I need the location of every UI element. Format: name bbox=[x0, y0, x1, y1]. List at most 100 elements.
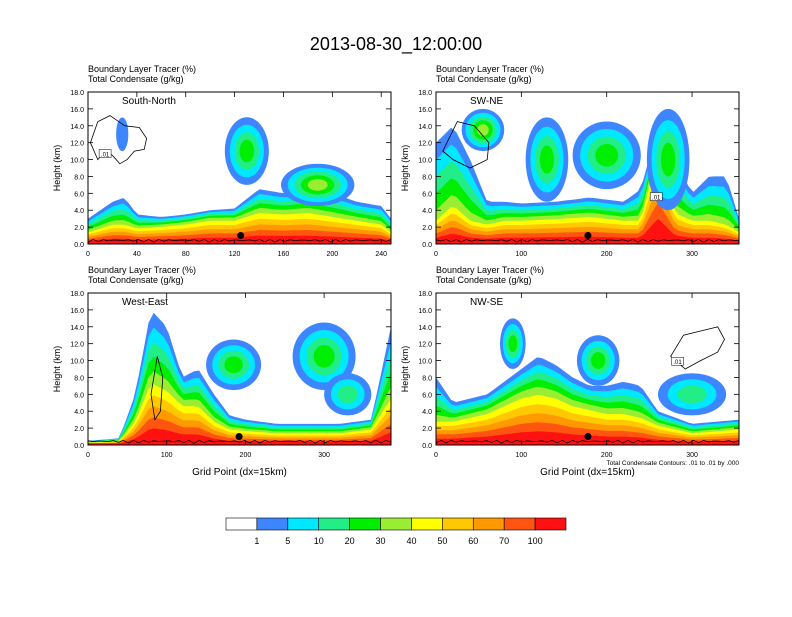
y-tick-label: 8.0 bbox=[422, 375, 432, 382]
panel-west-east: Boundary Layer Tracer (%)Total Condensat… bbox=[52, 265, 392, 478]
colorbar-label: 10 bbox=[314, 536, 324, 546]
y-tick-label: 2.0 bbox=[422, 225, 432, 232]
colorbar-swatch bbox=[225, 517, 258, 531]
y-tick-label: 18.0 bbox=[70, 90, 84, 97]
colorbar: 1 5 10 20 30 40 50 60 70 100 bbox=[225, 517, 567, 546]
field-label-condensate: Total Condensate (g/kg) bbox=[436, 275, 532, 285]
colorbar-swatch bbox=[256, 517, 289, 531]
x-axis-label: Grid Point (dx=15km) bbox=[540, 467, 635, 478]
location-marker bbox=[584, 433, 592, 441]
x-tick-label: 160 bbox=[278, 251, 290, 258]
x-tick-label: 200 bbox=[327, 251, 339, 258]
plot-area: .01 bbox=[436, 293, 739, 445]
x-tick-label: 0 bbox=[86, 452, 90, 459]
condensate-contour bbox=[150, 356, 164, 421]
colorbar-label: 60 bbox=[468, 536, 478, 546]
plume-level-10 bbox=[436, 218, 739, 244]
y-axis-label: Height (km) bbox=[400, 145, 410, 192]
y-tick-label: 18.0 bbox=[418, 291, 432, 298]
contour-label-box bbox=[98, 149, 112, 158]
x-tick-label: 300 bbox=[686, 251, 698, 258]
y-tick-label: 0.0 bbox=[422, 443, 432, 450]
plot-frame bbox=[435, 292, 740, 446]
colorbar-label: 1 bbox=[254, 536, 259, 546]
x-tick-label: 100 bbox=[516, 251, 528, 258]
y-axis-label: Height (km) bbox=[52, 346, 62, 393]
y-tick-label: 0.0 bbox=[422, 242, 432, 249]
terrain-line bbox=[88, 439, 391, 444]
y-tick-label: 10.0 bbox=[70, 158, 84, 165]
plot-area: .01 bbox=[436, 92, 739, 244]
condensate-contour bbox=[670, 326, 725, 370]
x-tick-label: 0 bbox=[434, 251, 438, 258]
contour-label: .01 bbox=[652, 196, 661, 202]
y-tick-label: 12.0 bbox=[70, 342, 84, 349]
field-label-condensate: Total Condensate (g/kg) bbox=[88, 275, 184, 285]
field-label-tracer: Boundary Layer Tracer (%) bbox=[88, 265, 196, 275]
y-tick-label: 2.0 bbox=[74, 426, 84, 433]
y-tick-label: 14.0 bbox=[70, 325, 84, 332]
x-tick-label: 300 bbox=[318, 452, 330, 459]
panel-label: SW-NE bbox=[470, 96, 503, 107]
colorbar-swatch bbox=[380, 517, 412, 531]
location-marker bbox=[237, 232, 245, 240]
x-tick-label: 200 bbox=[240, 452, 252, 459]
y-tick-label: 6.0 bbox=[422, 392, 432, 399]
x-tick-label: 200 bbox=[601, 251, 613, 258]
y-tick-label: 14.0 bbox=[418, 325, 432, 332]
contour-label: .01 bbox=[101, 152, 110, 158]
x-tick-label: 80 bbox=[182, 251, 190, 258]
field-label-tracer: Boundary Layer Tracer (%) bbox=[436, 64, 544, 74]
y-tick-label: 4.0 bbox=[74, 409, 84, 416]
cloud-blob bbox=[508, 335, 518, 353]
y-tick-label: 10.0 bbox=[418, 359, 432, 366]
colorbar-label: 20 bbox=[345, 536, 355, 546]
x-tick-label: 240 bbox=[375, 251, 387, 258]
y-tick-label: 8.0 bbox=[74, 174, 84, 181]
cloud-blob bbox=[116, 117, 129, 152]
y-tick-label: 16.0 bbox=[418, 107, 432, 114]
y-tick-label: 4.0 bbox=[422, 208, 432, 215]
y-tick-label: 2.0 bbox=[422, 426, 432, 433]
x-tick-label: 120 bbox=[229, 251, 241, 258]
y-tick-label: 12.0 bbox=[418, 141, 432, 148]
x-tick-label: 100 bbox=[516, 452, 528, 459]
y-tick-label: 4.0 bbox=[422, 409, 432, 416]
colorbar-swatch bbox=[287, 517, 320, 531]
x-tick-label: 40 bbox=[133, 251, 141, 258]
colorbar-label: 100 bbox=[528, 536, 543, 546]
y-tick-label: 16.0 bbox=[70, 308, 84, 315]
y-tick-label: 18.0 bbox=[70, 291, 84, 298]
y-tick-label: 10.0 bbox=[70, 359, 84, 366]
y-tick-label: 6.0 bbox=[422, 191, 432, 198]
y-tick-label: 16.0 bbox=[70, 107, 84, 114]
y-tick-label: 12.0 bbox=[418, 342, 432, 349]
y-tick-label: 10.0 bbox=[418, 158, 432, 165]
terrain-line bbox=[88, 238, 391, 243]
y-tick-label: 6.0 bbox=[74, 191, 84, 198]
plot-frame bbox=[87, 91, 392, 245]
cloud-blob bbox=[591, 352, 606, 369]
plot-frame bbox=[435, 91, 740, 245]
y-tick-label: 14.0 bbox=[418, 124, 432, 131]
y-axis-label: Height (km) bbox=[52, 145, 62, 192]
location-marker bbox=[584, 232, 592, 240]
cloud-blob bbox=[477, 124, 489, 136]
colorbar-swatch bbox=[318, 517, 350, 531]
panel-label: NW-SE bbox=[470, 297, 503, 308]
y-tick-label: 0.0 bbox=[74, 443, 84, 450]
colorbar-swatch bbox=[411, 517, 443, 531]
terrain-line bbox=[436, 238, 739, 243]
x-axis-label: Grid Point (dx=15km) bbox=[192, 467, 287, 478]
contour-label: .01 bbox=[673, 360, 682, 366]
y-axis-label: Height (km) bbox=[400, 346, 410, 393]
colorbar-swatch bbox=[534, 517, 567, 531]
y-tick-label: 6.0 bbox=[74, 392, 84, 399]
plot-area: .01 bbox=[88, 92, 391, 244]
x-tick-label: 0 bbox=[86, 251, 90, 258]
panel-nw-se: Boundary Layer Tracer (%)Total Condensat… bbox=[400, 265, 740, 478]
cloud-blob bbox=[677, 385, 707, 404]
y-tick-label: 16.0 bbox=[418, 308, 432, 315]
cloud-blob bbox=[224, 356, 243, 374]
plume-level-10 bbox=[88, 235, 391, 244]
